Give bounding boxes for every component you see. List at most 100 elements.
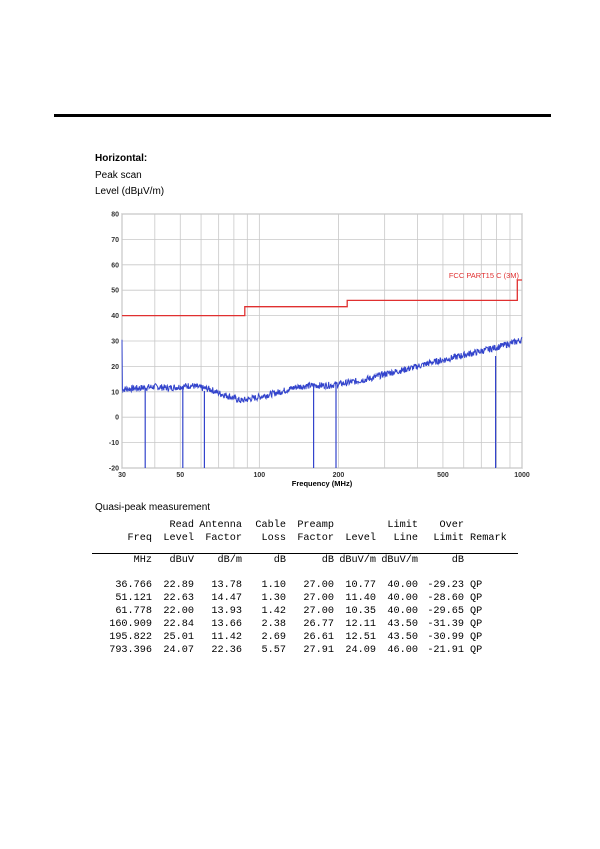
x-tick-label: 50 [176,472,184,479]
spacer-cell [92,545,518,554]
limit-line [122,279,522,317]
table-row: 160.909 22.84 13.66 2.38 26.77 12.11 43.50 -31.… [92,618,518,631]
table-cell: 22.63 [163,593,194,604]
unit-cell: dBuV [152,553,194,567]
table-cell: Limit [433,533,464,544]
table-cell: 22.36 [211,645,242,656]
table-cell: -29.65 [427,606,464,617]
table-cell: 1.10 [261,580,286,591]
table-cell: -21.91 [427,645,464,656]
table-cell: QP [470,632,483,643]
table-cell: Factor [297,533,334,544]
y-tick-labels: -20 -10 0 10 20 30 40 50 60 70 80 [109,212,119,473]
table-cell: Level [163,533,194,544]
table-cell: -29.23 [427,580,464,591]
y-tick-label: 50 [111,288,119,295]
table-cell: 24.09 [345,645,376,656]
x-tick-label: 500 [437,472,449,479]
table-row: 195.822 25.01 11.42 2.69 26.61 12.51 43.50 -30.… [92,631,518,644]
y-tick-label: 0 [115,415,119,422]
emission-chart: -20 -10 0 10 20 30 40 50 60 70 80 30 50 100 200 500 100… [109,212,530,489]
table-spacer [92,545,518,554]
table-cell: 793.396 [109,645,152,656]
spacer-cell [92,567,518,579]
unit-cell: dBuV/m [334,553,376,567]
table-cell: 27.91 [303,645,334,656]
table-row: 61.778 22.00 13.93 1.42 27.00 10.35 40.00 -29.6… [92,605,518,618]
table-cell: Remark [470,533,507,544]
level-axis-label: Level (dBµV/m) [95,186,165,197]
y-tick-label: 80 [111,212,119,219]
table-cell: Over [439,520,464,531]
table-cell: 36.766 [115,580,152,591]
table-cell: QP [470,606,483,617]
table-cell: 27.00 [303,606,334,617]
limit-line-label: FCC PART15 C (3M) [449,271,520,280]
table-cell: 1.42 [261,606,286,617]
table-cell: 13.93 [211,606,242,617]
table-cell: 160.909 [109,619,152,630]
unit-cell: dB [418,553,464,567]
table-cell: Loss [261,533,286,544]
x-tick-label: 1000 [514,472,530,479]
table-cell: 5.57 [261,645,286,656]
table-cell: Cable [255,520,286,531]
table-cell: Freq [127,533,152,544]
table-cell: Factor [205,533,242,544]
y-tick-label: 60 [111,262,119,269]
y-tick-label: 10 [111,389,119,396]
table-cell: Limit [387,520,418,531]
table-cell: 51.121 [115,593,152,604]
table-cell: 27.00 [303,593,334,604]
unit-cell [464,553,518,567]
table-cell: Antenna [199,520,242,531]
unit-cell: dB [242,553,286,567]
table-cell: 40.00 [387,580,418,591]
table-cell: QP [470,580,483,591]
table-cell: 2.38 [261,619,286,630]
x-tick-label: 30 [118,472,126,479]
unit-cell: dB [286,553,334,567]
table-row: 793.396 24.07 22.36 5.57 27.91 24.09 46.00 -21.… [92,644,518,657]
table-cell: 40.00 [387,593,418,604]
table-cell: 26.61 [303,632,334,643]
table-header-row: Read Antenna Cable Preamp Limit Over [92,519,518,532]
table-cell: 10.77 [345,580,376,591]
table-cell: 40.00 [387,606,418,617]
table-cell: -28.60 [427,593,464,604]
x-tick-label: 100 [253,472,265,479]
table-cell: Read [169,520,194,531]
table-cell: 25.01 [163,632,194,643]
x-tick-label: 200 [333,472,345,479]
table-cell: -30.99 [427,632,464,643]
table-cell: 10.35 [345,606,376,617]
y-tick-label: 20 [111,364,119,371]
polarization-label: Horizontal: [95,153,148,164]
table-cell: Level [345,533,376,544]
unit-cell: MHz [92,553,152,567]
table-cell: 26.77 [303,619,334,630]
table-cell: 22.84 [163,619,194,630]
table-cell: 43.50 [387,619,418,630]
table-row: 36.766 22.89 13.78 1.10 27.00 10.77 40.00 -29.2… [92,579,518,592]
table-cell: 46.00 [387,645,418,656]
y-tick-label: 30 [111,339,119,346]
table-cell: 195.822 [109,632,152,643]
table-cell: Preamp [297,520,334,531]
unit-cell: dB/m [194,553,242,567]
grid [121,213,523,469]
table-cell: 14.47 [211,593,242,604]
table-cell: QP [470,645,483,656]
table-cell: 22.89 [163,580,194,591]
unit-cell: dBuV/m [376,553,418,567]
table-cell: 12.51 [345,632,376,643]
scan-label: Peak scan [95,170,142,181]
table-cell: -31.39 [427,619,464,630]
y-tick-label: 40 [111,313,119,320]
table-cell: 27.00 [303,580,334,591]
table-cell: 1.30 [261,593,286,604]
table-cell [464,519,518,532]
table-cell: QP [470,619,483,630]
qp-title: Quasi-peak measurement [95,502,211,513]
y-tick-label: -20 [109,466,119,473]
